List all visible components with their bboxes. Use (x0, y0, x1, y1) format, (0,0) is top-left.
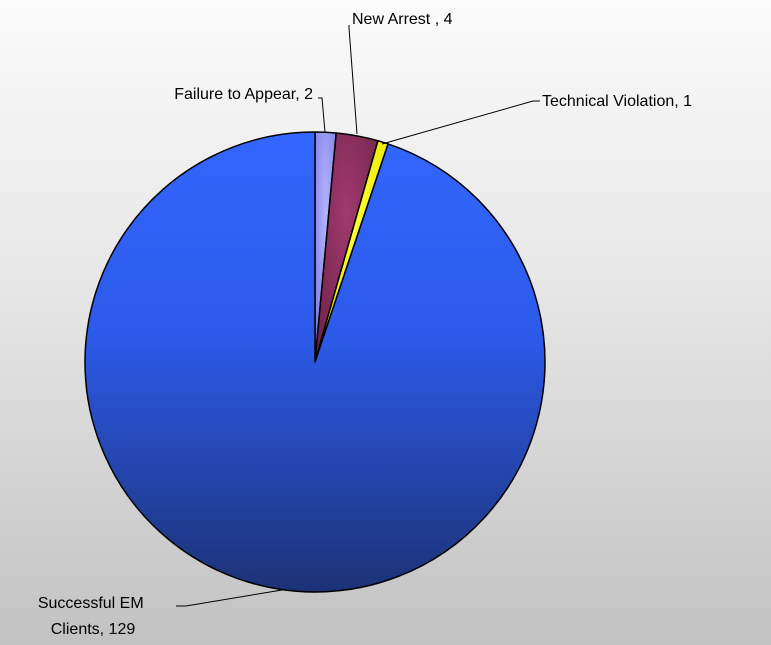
pie-slice-successful-em-clients (84, 131, 546, 593)
data-label-technical-violation: Technical Violation, 1 (542, 93, 692, 110)
data-label-failure-to-appear: Failure to Appear, 2 (174, 86, 313, 103)
leader-line-successful-em-clients (176, 589, 283, 607)
leader-line-failure-to-appear (318, 97, 326, 133)
pie-slices (84, 131, 546, 593)
leader-lines (176, 25, 540, 607)
leader-line-new-arrest (348, 25, 358, 135)
data-label-successful-em-clients-line-1: Successful EM (38, 595, 144, 612)
data-label-new-arrest: New Arrest , 4 (352, 11, 453, 28)
data-label-successful-em-clients: Successful EM Clients, 129 (38, 595, 148, 638)
data-label-successful-em-clients-line-2: Clients, 129 (51, 621, 136, 638)
data-labels: Failure to Appear, 2 New Arrest , 4 Tech… (38, 11, 692, 638)
leader-line-technical-violation (381, 100, 540, 145)
